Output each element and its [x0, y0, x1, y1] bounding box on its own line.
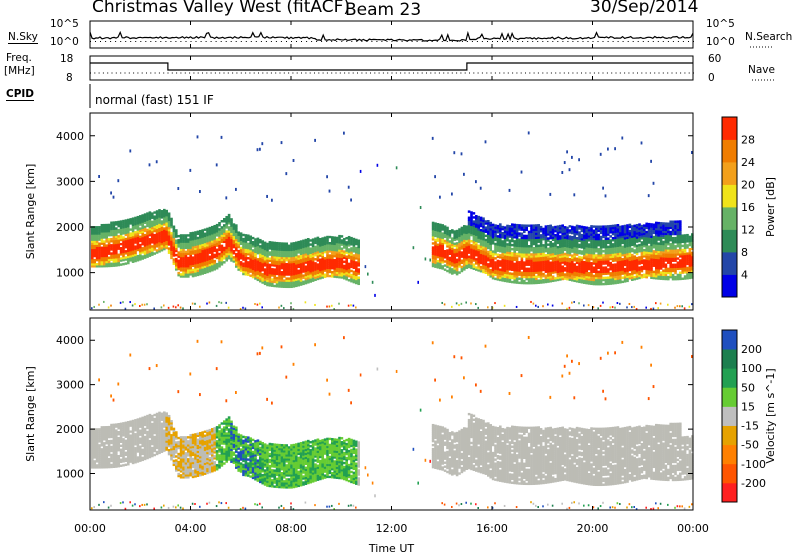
- velocity-ytick-label-1: 2000: [56, 423, 84, 436]
- power-ytick-label-3: 4000: [56, 130, 84, 143]
- velocity-ytick-label-2: 3000: [56, 379, 84, 392]
- velocity-heatmap-cells: [91, 335, 694, 511]
- xtick-label-4: 16:00: [476, 522, 508, 535]
- xtick-label-1: 04:00: [175, 522, 207, 535]
- nave-tick-60: 60: [708, 53, 722, 65]
- noise-sky-label: N.Sky: [8, 31, 38, 44]
- station-title: Christmas Valley West (fitACF): [92, 0, 351, 17]
- xtick-label-2: 08:00: [275, 522, 307, 535]
- power-ytick-label-0: 1000: [56, 267, 84, 280]
- power-colorbar-swatch-4: [722, 184, 737, 208]
- cpid-program: normal (fast) 151 IF: [95, 93, 214, 107]
- beam-title: Beam 23: [345, 0, 422, 20]
- freq-unit-label: [MHz]: [4, 65, 35, 77]
- power-colorbar-tick-5: 24: [741, 156, 755, 169]
- power-colorbar-swatch-3: [722, 207, 737, 230]
- freq-tick-18: 18: [60, 53, 74, 65]
- xtick-label-5: 20:00: [577, 522, 609, 535]
- cpid-label: CPID: [6, 88, 35, 101]
- freq-line: [90, 62, 693, 71]
- power-heatmap-cells: [91, 131, 694, 311]
- velocity-ylabel: Slant Range [km]: [24, 366, 37, 462]
- power-colorbar-swatch-2: [722, 229, 737, 253]
- nave-label: Nave: [748, 64, 775, 76]
- power-colorbar-tick-3: 16: [741, 201, 755, 214]
- freq-tick-8: 8: [66, 72, 73, 84]
- xtick-label-0: 00:00: [74, 522, 106, 535]
- noise-tick-top: 10^5: [50, 18, 79, 30]
- xtick-label-3: 12:00: [376, 522, 408, 535]
- velocity-ytick-label-0: 1000: [56, 468, 84, 481]
- velocity-colorbar-tick-2: -50: [741, 439, 759, 452]
- velocity-colorbar-swatch-6: [722, 368, 737, 388]
- noise-panel-frame: [89, 20, 694, 49]
- velocity-ytick-label-3: 4000: [56, 334, 84, 347]
- power-ylabel: Slant Range [km]: [24, 164, 37, 260]
- power-colorbar-tick-2: 12: [741, 224, 755, 237]
- noise-tick-bottom: 10^0: [50, 36, 79, 48]
- velocity-colorbar-tick-4: 15: [741, 400, 755, 413]
- noise-sky-line: [89, 30, 694, 42]
- velocity-colorbar-swatch-7: [722, 349, 737, 369]
- velocity-colorbar-swatch-2: [722, 444, 737, 465]
- power-colorbar-tick-6: 28: [741, 134, 755, 147]
- power-colorbar-label: Power [dB]: [764, 177, 777, 237]
- noise-tick-bottom-right: 10^0: [706, 36, 735, 48]
- velocity-colorbar-tick-1: -100: [741, 458, 766, 471]
- date-title: 30/Sep/2014: [590, 0, 699, 17]
- power-colorbar-tick-0: 4: [741, 269, 748, 282]
- velocity-colorbar-tick-0: -200: [741, 477, 766, 490]
- freq-label: Freq.: [6, 52, 32, 64]
- power-colorbar-swatch-7: [722, 117, 737, 140]
- power-colorbar-swatch-5: [722, 162, 737, 185]
- velocity-colorbar-tick-6: 100: [741, 362, 762, 375]
- power-colorbar-frame: [721, 116, 738, 298]
- velocity-colorbar-swatch-3: [722, 425, 737, 446]
- velocity-colorbar-label: Velocity [m s^-1]: [764, 368, 777, 463]
- velocity-colorbar-swatch-0: [722, 482, 737, 503]
- velocity-colorbar-tick-7: 200: [741, 343, 762, 356]
- velocity-colorbar-swatch-1: [722, 463, 737, 484]
- power-colorbar-tick-4: 20: [741, 179, 755, 192]
- velocity-colorbar-frame: [721, 329, 738, 503]
- power-colorbar-tick-1: 8: [741, 246, 748, 259]
- xaxis-label: Time UT: [368, 542, 414, 554]
- power-ytick-label-2: 3000: [56, 175, 84, 188]
- velocity-colorbar-swatch-5: [722, 387, 737, 407]
- velocity-colorbar-swatch-8: [722, 330, 737, 350]
- xtick-label-6: 00:00: [677, 522, 709, 535]
- nave-tick-0: 0: [708, 72, 715, 84]
- velocity-colorbar-tick-3: -15: [741, 420, 759, 433]
- noise-tick-top-right: 10^5: [706, 18, 735, 30]
- power-colorbar-swatch-6: [722, 139, 737, 163]
- velocity-colorbar-tick-5: 50: [741, 381, 755, 394]
- power-ytick-label-1: 2000: [56, 221, 84, 234]
- power-colorbar-swatch-1: [722, 252, 737, 275]
- velocity-colorbar-swatch-4: [722, 406, 737, 426]
- noise-search-label: N.Search: [745, 31, 793, 43]
- power-colorbar-swatch-0: [722, 274, 737, 298]
